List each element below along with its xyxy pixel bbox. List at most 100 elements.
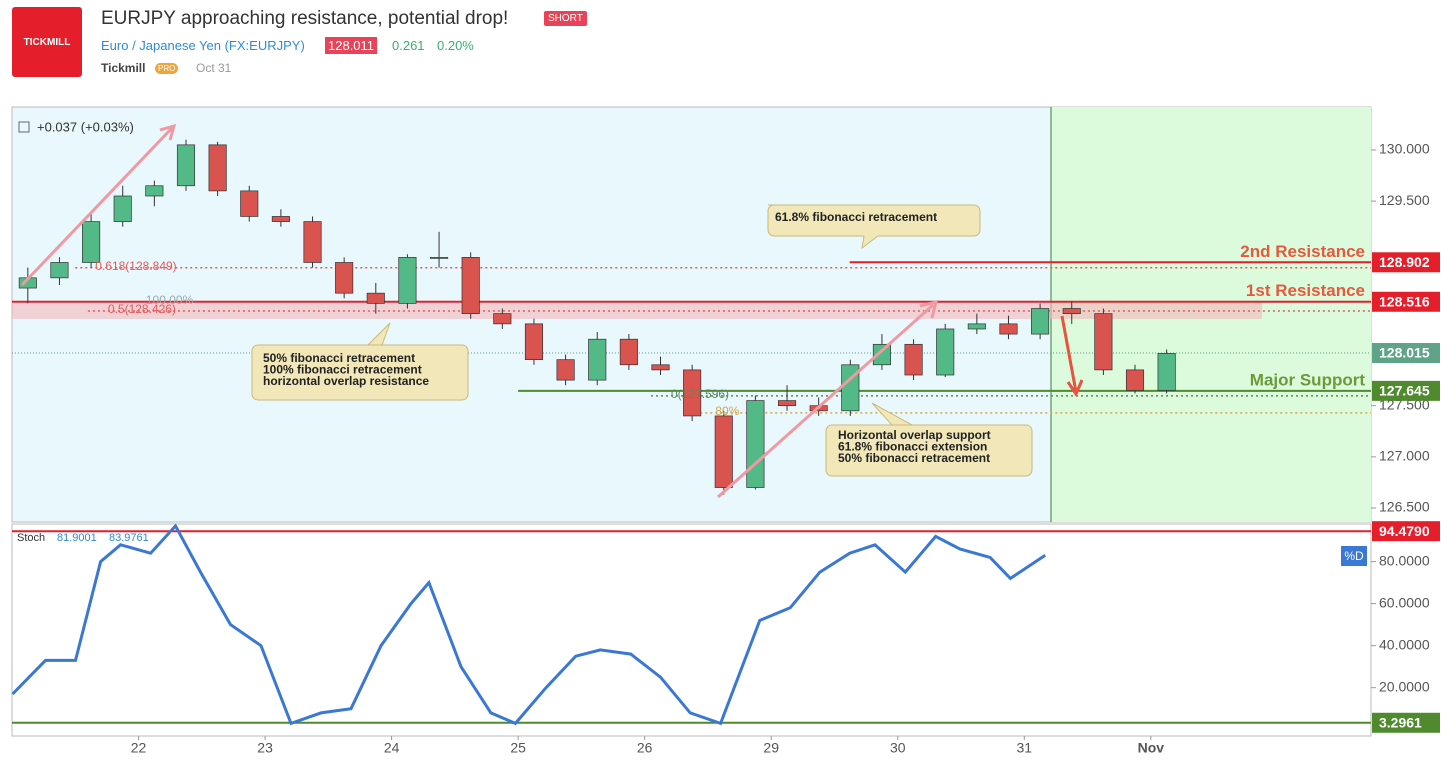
x-tick-label: 22 xyxy=(131,740,147,756)
fib-label: 0.618(128.849) xyxy=(95,259,176,273)
candle-body xyxy=(619,338,638,366)
x-tick-label: 26 xyxy=(637,740,653,756)
candle-body xyxy=(683,369,702,417)
badge: SHORT xyxy=(544,11,587,26)
x-tick-label: 31 xyxy=(1017,740,1033,756)
x-tick-label: Nov xyxy=(1138,740,1165,756)
annotation: 61.8% fibonacci extension xyxy=(838,440,987,454)
candle-body xyxy=(271,216,290,222)
fib-label: 0.5(128.426) xyxy=(108,302,176,316)
candle-body xyxy=(50,262,69,279)
stoch-name: Stoch xyxy=(17,532,45,544)
annotation: horizontal overlap resistance xyxy=(263,374,429,388)
axis-price-box xyxy=(1372,291,1440,312)
level-name: Major Support xyxy=(1250,370,1366,389)
candle-body xyxy=(493,313,512,325)
author[interactable]: Tickmill xyxy=(101,61,146,75)
y-tick-label: 60.0000 xyxy=(1379,594,1430,610)
candle-body xyxy=(936,328,955,376)
candle-body xyxy=(303,221,322,263)
candle-body xyxy=(461,257,480,314)
level-name: 2nd Resistance xyxy=(1240,242,1365,261)
arrow xyxy=(717,303,934,499)
candle-body xyxy=(1157,353,1176,391)
candle-body xyxy=(398,257,417,304)
arrow-head xyxy=(1066,379,1084,398)
candle-body xyxy=(1031,308,1050,335)
y-tick-label: 129.500 xyxy=(1379,192,1430,208)
x-tick-label: 24 xyxy=(384,740,400,756)
arrow-head xyxy=(919,299,939,319)
axis-price-box xyxy=(1372,343,1440,364)
candle-body xyxy=(777,400,797,407)
price-pane xyxy=(11,106,1372,523)
fib-label: 80% xyxy=(715,404,739,418)
candle-body xyxy=(366,292,385,304)
y-tick-label: 126.500 xyxy=(1379,499,1430,515)
stoch-badge xyxy=(1341,546,1367,566)
y-tick-label: 40.0000 xyxy=(1379,636,1430,652)
stoch-line xyxy=(11,523,1047,726)
callout xyxy=(825,402,1033,477)
annotation-boxes xyxy=(251,204,1033,477)
callout xyxy=(251,322,469,401)
candle-body xyxy=(1094,313,1113,371)
legend-toggle xyxy=(18,121,30,133)
fib-label: 0(127.596) xyxy=(671,387,729,401)
candle-body xyxy=(524,323,544,361)
candle-body xyxy=(967,323,986,330)
legend: +0.037 (+0.03%) xyxy=(37,119,134,134)
callout xyxy=(767,204,981,250)
axis-price-label: 127.645 xyxy=(1379,383,1430,399)
level-name: 1st Resistance xyxy=(1246,281,1365,300)
x-tick-label: 25 xyxy=(510,740,526,756)
arrow xyxy=(20,126,174,287)
candle-body xyxy=(430,257,449,259)
candle-body xyxy=(176,144,196,187)
annotation: 50% fibonacci retracement xyxy=(263,351,415,365)
candle-body xyxy=(1062,308,1081,314)
axis-price-label: 94.4790 xyxy=(1379,523,1430,539)
candle-body xyxy=(1125,369,1145,391)
logo: TICKMILL xyxy=(12,7,82,77)
change-pct: 0.20% xyxy=(437,38,474,53)
candle-body xyxy=(240,190,259,217)
resistance-zone xyxy=(12,303,1262,319)
candle-body xyxy=(746,400,765,488)
candle-body xyxy=(714,415,733,488)
axis-price-box xyxy=(1372,380,1440,401)
change: 0.261 xyxy=(392,38,425,53)
candle-body xyxy=(82,221,101,263)
candle-body xyxy=(999,323,1018,335)
candle-body xyxy=(872,343,891,366)
y-tick-label: 80.0000 xyxy=(1379,552,1430,568)
axis-price-label: 3.2961 xyxy=(1379,714,1422,730)
arrow-head xyxy=(159,123,177,141)
symbol[interactable]: Euro / Japanese Yen (FX:EURJPY) xyxy=(101,38,305,53)
candle-body xyxy=(904,343,923,376)
arrows xyxy=(20,123,1084,499)
candle-body xyxy=(841,364,860,412)
candle-body xyxy=(18,277,37,289)
y-tick-label: 20.0000 xyxy=(1379,678,1430,694)
axis-price-label: 128.015 xyxy=(1379,345,1430,361)
annotation: 50% fibonacci retracement xyxy=(838,451,990,465)
stoch-pane xyxy=(11,523,1372,737)
axis-price-box xyxy=(1372,712,1440,733)
axis-price-label: 128.516 xyxy=(1379,293,1430,309)
title: EURJPY approaching resistance, potential… xyxy=(101,8,509,29)
y-tick-label: 127.000 xyxy=(1379,448,1430,464)
x-tick-label: 23 xyxy=(257,740,273,756)
axis-price-box xyxy=(1372,252,1440,273)
axis-price-label: 128.902 xyxy=(1379,254,1430,270)
candle-body xyxy=(651,364,670,371)
candle-body xyxy=(208,144,227,192)
author-badge: PRO xyxy=(155,63,179,74)
annotation: 61.8% fibonacci retracement xyxy=(775,210,937,224)
y-tick-label: 130.000 xyxy=(1379,141,1430,157)
stoch-reading: 83.9761 xyxy=(109,532,149,544)
x-tick-label: 29 xyxy=(763,740,779,756)
date: Oct 31 xyxy=(196,61,232,75)
